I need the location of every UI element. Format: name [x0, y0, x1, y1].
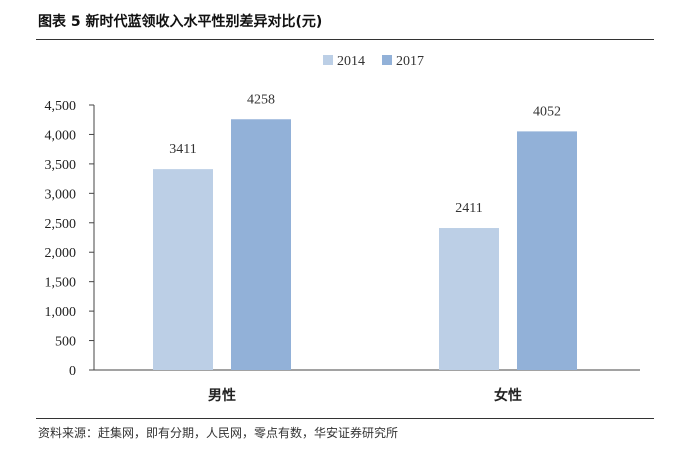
source-note: 资料来源：赶集网，即有分期，人民网，零点有数，华安证券研究所	[38, 426, 399, 440]
bar-2014-0	[153, 169, 213, 370]
data-label: 2411	[455, 201, 482, 216]
bar-2017-1	[517, 131, 577, 370]
x-category-label: 男性	[208, 387, 236, 404]
bar-2017-0	[231, 119, 291, 370]
data-label: 4258	[247, 92, 275, 107]
y-tick-label: 4,000	[45, 128, 77, 143]
y-tick-label: 2,500	[45, 217, 77, 232]
bar-2014-1	[439, 228, 499, 370]
legend-label: 2014	[337, 54, 365, 69]
y-tick-label: 500	[55, 335, 76, 350]
y-tick-label: 4,500	[45, 99, 77, 114]
y-tick-label: 2,000	[45, 246, 77, 261]
data-label: 3411	[169, 142, 196, 157]
legend-label: 2017	[396, 54, 424, 69]
data-label: 4052	[533, 104, 561, 119]
y-tick-label: 3,500	[45, 158, 77, 173]
legend-swatch-2014	[323, 55, 333, 65]
y-tick-label: 1,000	[45, 305, 77, 320]
x-category-label: 女性	[494, 387, 522, 404]
y-tick-label: 1,500	[45, 276, 77, 291]
y-tick-label: 0	[69, 364, 76, 379]
chart-title: 图表 5 新时代蓝领收入水平性别差异对比(元)	[38, 14, 323, 30]
footer-divider	[36, 418, 654, 419]
legend-swatch-2017	[382, 55, 392, 65]
title-divider	[36, 39, 654, 40]
y-tick-label: 3,000	[45, 187, 77, 202]
